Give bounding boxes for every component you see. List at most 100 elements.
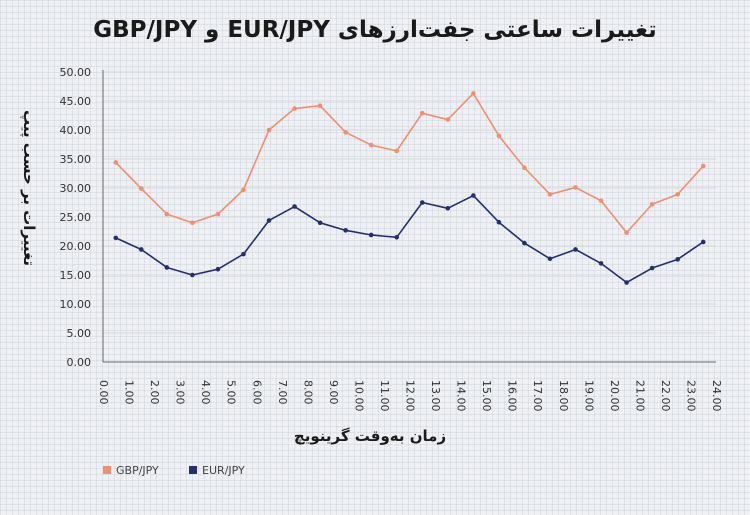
data-point-gbp-jpy bbox=[419, 110, 425, 116]
data-point-eur-jpy bbox=[471, 193, 476, 198]
chart-title: تغییرات ساعتی جفت‌ارزهای EUR/JPY و GBP/J… bbox=[93, 17, 657, 43]
x-tick-label: 22.00 bbox=[659, 380, 672, 412]
y-tick-label: 45.00 bbox=[60, 95, 92, 108]
y-tick-label: 50.00 bbox=[60, 66, 92, 79]
data-point-gbp-jpy bbox=[624, 230, 629, 235]
data-point-gbp-jpy bbox=[164, 211, 170, 217]
y-axis-label: تغییرات بر حسب پیپ bbox=[19, 110, 38, 266]
x-tick-label: 19.00 bbox=[582, 380, 595, 412]
y-tick-label: 30.00 bbox=[60, 182, 92, 195]
x-tick-label: 2.00 bbox=[148, 380, 161, 405]
data-point-gbp-jpy bbox=[700, 163, 706, 169]
data-point-gbp-jpy bbox=[190, 220, 195, 226]
x-tick-label: 18.00 bbox=[557, 380, 570, 412]
x-tick-label: 12.00 bbox=[404, 380, 417, 412]
x-tick-label: 11.00 bbox=[378, 380, 391, 412]
x-axis-label: زمان به‌وقت گرینویچ bbox=[294, 427, 446, 445]
data-point-eur-jpy bbox=[700, 239, 706, 245]
data-point-gbp-jpy bbox=[292, 106, 297, 111]
legend: GBP/JPY EUR/JPY bbox=[103, 464, 245, 477]
data-point-eur-jpy bbox=[139, 247, 144, 252]
x-tick-label: 20.00 bbox=[608, 380, 621, 412]
legend-label-eur-jpy: EUR/JPY bbox=[202, 464, 245, 477]
x-tick-label: 0.00 bbox=[97, 380, 110, 405]
data-point-eur-jpy bbox=[419, 200, 425, 205]
y-tick-label: 15.00 bbox=[60, 269, 92, 282]
x-tick-label: 1.00 bbox=[123, 380, 136, 405]
data-point-eur-jpy bbox=[113, 235, 119, 241]
data-point-gbp-jpy bbox=[496, 133, 502, 139]
data-point-eur-jpy bbox=[164, 265, 170, 270]
data-point-gbp-jpy bbox=[649, 201, 655, 207]
data-point-gbp-jpy bbox=[598, 198, 604, 204]
data-point-gbp-jpy bbox=[241, 187, 246, 193]
series-lines bbox=[113, 91, 706, 285]
data-point-gbp-jpy bbox=[113, 160, 119, 165]
legend-label-gbp-jpy: GBP/JPY bbox=[116, 464, 159, 477]
x-tick-label: 15.00 bbox=[480, 380, 493, 412]
data-point-eur-jpy bbox=[445, 206, 451, 211]
data-point-eur-jpy bbox=[675, 257, 680, 262]
data-point-eur-jpy bbox=[215, 266, 221, 272]
series-line-gbp-jpy bbox=[115, 92, 704, 234]
data-point-eur-jpy bbox=[368, 232, 374, 238]
data-point-gbp-jpy bbox=[471, 91, 476, 96]
y-tick-label: 35.00 bbox=[60, 153, 92, 166]
data-point-gbp-jpy bbox=[445, 117, 451, 122]
data-point-eur-jpy bbox=[522, 240, 527, 246]
data-point-gbp-jpy bbox=[266, 127, 272, 133]
data-point-gbp-jpy bbox=[317, 103, 323, 108]
y-tick-label: 40.00 bbox=[60, 124, 92, 137]
data-point-eur-jpy bbox=[573, 247, 578, 252]
data-point-eur-jpy bbox=[190, 272, 195, 278]
y-tick-label: 0.00 bbox=[67, 356, 92, 369]
x-tick-label: 10.00 bbox=[352, 380, 365, 412]
x-tick-label: 13.00 bbox=[429, 380, 442, 412]
data-point-gbp-jpy bbox=[522, 165, 527, 170]
data-point-eur-jpy bbox=[343, 228, 348, 233]
x-tick-label: 23.00 bbox=[684, 380, 697, 412]
data-point-eur-jpy bbox=[292, 204, 297, 209]
data-point-eur-jpy bbox=[266, 218, 272, 223]
y-tick-labels: 0.00 5.00 10.00 15.00 20.00 25.00 30.00 35.00 40… bbox=[60, 66, 92, 369]
data-point-gbp-jpy bbox=[675, 192, 680, 197]
data-point-eur-jpy bbox=[547, 256, 553, 262]
x-tick-label: 16.00 bbox=[506, 380, 519, 411]
legend-swatch-eur-jpy bbox=[189, 466, 197, 474]
x-tick-label: 5.00 bbox=[225, 380, 238, 405]
x-tick-label: 17.00 bbox=[531, 380, 544, 412]
data-point-eur-jpy bbox=[241, 251, 246, 257]
gridlines bbox=[103, 71, 716, 334]
y-tick-label: 20.00 bbox=[60, 240, 92, 253]
data-point-eur-jpy bbox=[317, 220, 323, 226]
axes bbox=[102, 70, 716, 363]
x-tick-label: 4.00 bbox=[199, 380, 212, 405]
data-point-eur-jpy bbox=[394, 235, 400, 240]
data-point-gbp-jpy bbox=[368, 142, 374, 148]
x-tick-label: 21.00 bbox=[633, 380, 646, 412]
x-tick-label: 3.00 bbox=[174, 380, 187, 405]
data-point-gbp-jpy bbox=[573, 185, 578, 190]
y-tick-label: 10.00 bbox=[60, 298, 92, 311]
legend-swatch-gbp-jpy bbox=[103, 466, 111, 474]
x-tick-label: 9.00 bbox=[327, 380, 340, 405]
data-point-gbp-jpy bbox=[215, 211, 221, 217]
data-point-gbp-jpy bbox=[343, 130, 348, 135]
x-tick-label: 24.00 bbox=[710, 380, 723, 412]
data-point-eur-jpy bbox=[624, 280, 629, 285]
x-tick-label: 14.00 bbox=[455, 380, 468, 412]
x-tick-labels: 0.00 1.00 2.00 3.00 4.00 5.00 6.00 7.00 8.00 9.00… bbox=[97, 380, 723, 412]
data-point-eur-jpy bbox=[598, 261, 604, 266]
y-tick-label: 25.00 bbox=[60, 211, 92, 224]
x-tick-label: 7.00 bbox=[276, 380, 289, 405]
x-tick-label: 8.00 bbox=[301, 380, 314, 405]
data-point-gbp-jpy bbox=[394, 148, 400, 154]
data-point-gbp-jpy bbox=[547, 192, 553, 197]
y-tick-label: 5.00 bbox=[67, 327, 92, 340]
data-point-gbp-jpy bbox=[139, 186, 144, 191]
data-point-eur-jpy bbox=[649, 265, 655, 271]
series-line-eur-jpy bbox=[115, 194, 704, 284]
x-tick-label: 6.00 bbox=[250, 380, 263, 405]
data-point-eur-jpy bbox=[496, 219, 502, 225]
